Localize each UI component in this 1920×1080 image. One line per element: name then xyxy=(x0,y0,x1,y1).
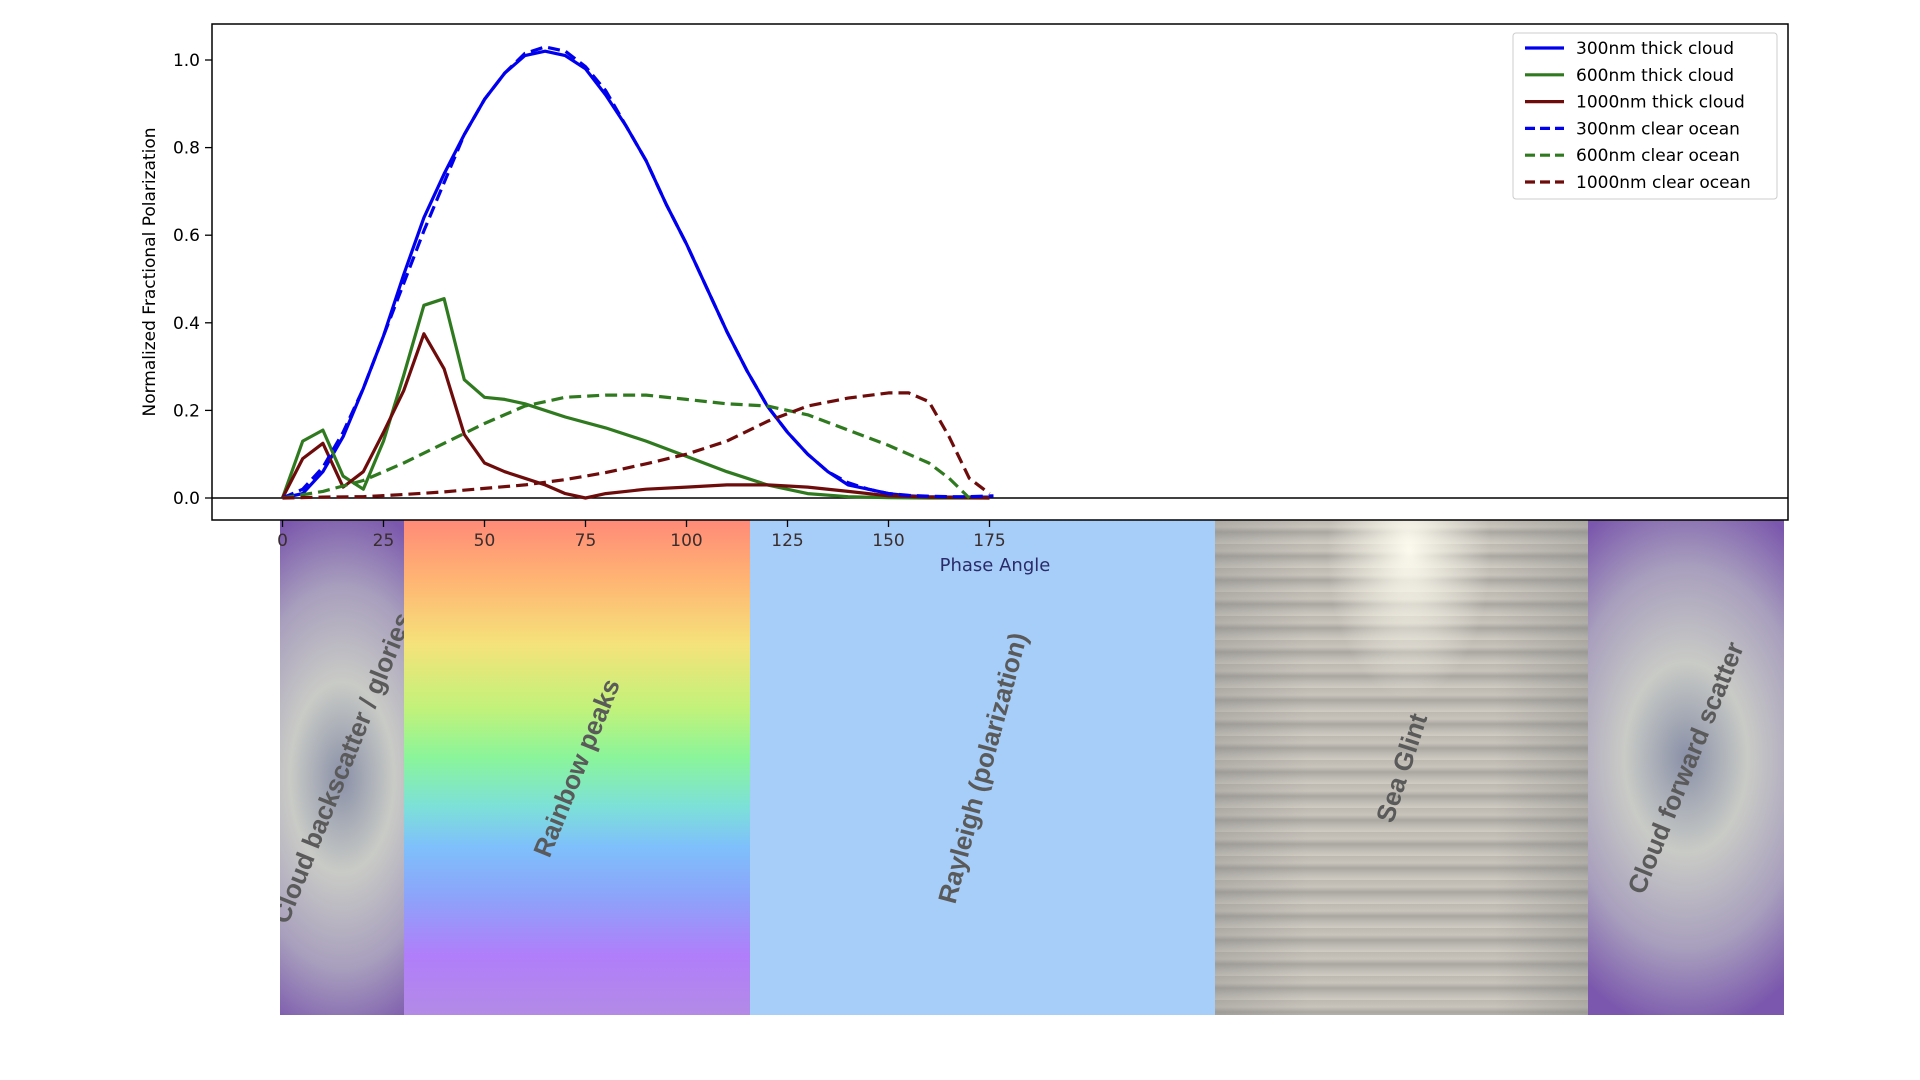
x-tick-label: 150 xyxy=(872,531,904,551)
x-axis-label: Phase Angle xyxy=(940,555,1051,576)
x-tick-label: 125 xyxy=(771,531,803,551)
legend-label: 600nm thick cloud xyxy=(1576,66,1734,86)
band-sea-glint: Sea Glint xyxy=(1215,520,1588,1015)
y-tick-label: 0.8 xyxy=(173,139,200,159)
legend-label: 300nm thick cloud xyxy=(1576,39,1734,59)
legend-items: 300nm thick cloud 600nm thick cloud 1000nm… xyxy=(1525,39,1751,193)
y-tick-label: 0.2 xyxy=(173,401,200,421)
series-layer xyxy=(280,45,994,500)
series-line-4 xyxy=(281,45,994,500)
legend-frame xyxy=(1512,32,1778,200)
plot-area xyxy=(211,23,1789,521)
x-tick-label: 100 xyxy=(670,531,702,551)
series-line-2 xyxy=(280,297,990,500)
x-tick-label: 175 xyxy=(973,531,1005,551)
y-tick-label: 0.0 xyxy=(173,489,200,509)
legend-label: 1000nm thick cloud xyxy=(1576,93,1745,113)
y-tick-label: 1.0 xyxy=(173,51,200,71)
legend-label: 300nm clear ocean xyxy=(1576,119,1740,139)
x-tick-label: 25 xyxy=(373,531,395,551)
y-tick-label: 0.6 xyxy=(173,226,200,246)
x-tick-label: 75 xyxy=(575,531,597,551)
x-axis: 0 25 50 75 100 125 150 175 xyxy=(277,520,1006,551)
legend: 300nm thick cloud 600nm thick cloud 1000nm… xyxy=(1512,32,1778,200)
series-line-3 xyxy=(281,332,990,500)
y-axis: 0.0 0.2 0.4 0.6 0.8 1.0 xyxy=(173,51,212,509)
series-line-6 xyxy=(282,391,991,500)
band-rayleigh-polarization: Rayleigh (polarization) xyxy=(750,520,1215,1015)
x-tick-label: 50 xyxy=(474,531,496,551)
legend-label: 600nm clear ocean xyxy=(1576,146,1740,166)
band-rainbow-peaks: Rainbow peaks xyxy=(404,520,750,1015)
series-line-5 xyxy=(282,393,971,500)
plot-frame xyxy=(211,23,1789,521)
y-axis-label: Normalized Fractional Polarization xyxy=(140,127,160,416)
series-line-1 xyxy=(282,49,990,500)
x-tick-label: 0 xyxy=(277,531,288,551)
band-cloud-forward-scatter: Cloud forward scatter xyxy=(1588,520,1784,1015)
legend-label: 1000nm clear ocean xyxy=(1576,173,1751,193)
y-tick-label: 0.4 xyxy=(173,314,200,334)
band-cloud-backscatter-glories: Cloud backscatter / glories xyxy=(280,520,404,1015)
